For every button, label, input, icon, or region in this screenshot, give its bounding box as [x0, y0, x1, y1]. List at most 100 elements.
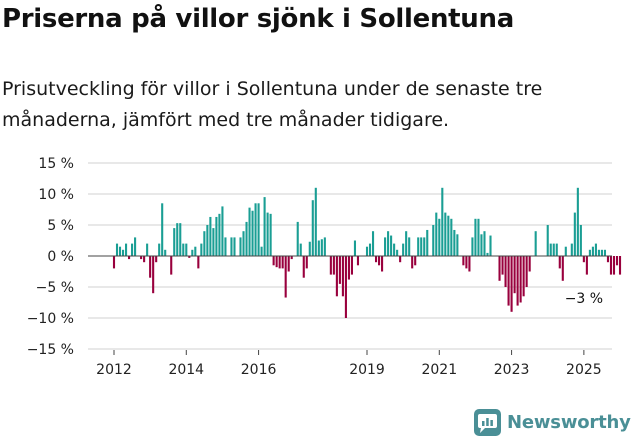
- bar: [332, 256, 335, 275]
- bar: [426, 229, 429, 256]
- bar: [368, 243, 372, 256]
- bar: [338, 256, 341, 284]
- bar: [453, 229, 456, 256]
- bar: [179, 223, 182, 256]
- bar: [131, 243, 134, 256]
- bar: [612, 256, 616, 275]
- bar: [341, 256, 344, 297]
- bar: [161, 203, 164, 256]
- bar: [618, 256, 622, 275]
- bar: [230, 237, 233, 256]
- bar: [344, 256, 347, 318]
- bar: [329, 256, 332, 275]
- y-tick-label: −15 %: [27, 342, 74, 358]
- bar: [516, 256, 519, 306]
- x-tick-label: 2021: [421, 362, 457, 378]
- bar: [374, 256, 378, 263]
- bar: [549, 243, 552, 256]
- bar: [191, 249, 194, 256]
- bar: [194, 246, 197, 256]
- bar: [405, 231, 408, 256]
- bar: [302, 256, 305, 278]
- bar: [477, 218, 480, 256]
- bar: [347, 256, 350, 280]
- bar: [182, 243, 185, 256]
- bar: [281, 256, 284, 269]
- bar: [513, 256, 516, 294]
- bar: [393, 243, 396, 256]
- bar: [465, 256, 468, 269]
- bar: [314, 187, 317, 256]
- bar: [308, 241, 311, 256]
- bar: [188, 256, 191, 258]
- bar: [597, 249, 600, 256]
- bar: [209, 216, 212, 256]
- x-tick-label: 2019: [349, 362, 385, 378]
- bar: [215, 216, 218, 256]
- bar: [435, 212, 438, 256]
- bar: [266, 212, 269, 256]
- bar: [411, 256, 414, 269]
- bar: [396, 249, 399, 256]
- bar: [173, 228, 176, 256]
- bar: [284, 256, 287, 298]
- bar: [546, 225, 549, 256]
- bar: [170, 256, 173, 275]
- bar: [251, 210, 254, 256]
- bar: [212, 228, 215, 256]
- bar: [143, 256, 146, 263]
- y-tick-label: 5 %: [47, 218, 74, 234]
- x-tick-label: 2012: [96, 362, 132, 378]
- bar: [399, 256, 402, 263]
- bar: [558, 256, 561, 269]
- bar: [507, 256, 510, 306]
- bar: [432, 225, 435, 256]
- bar: [203, 231, 206, 256]
- x-tick-label: 2014: [168, 362, 204, 378]
- bar: [462, 256, 465, 266]
- bar: [278, 256, 281, 269]
- x-tick-label: 2023: [494, 362, 530, 378]
- bar: [290, 256, 293, 260]
- bar: [447, 215, 450, 256]
- x-tick-label: 2016: [241, 362, 277, 378]
- bar: [320, 239, 323, 256]
- bar: [350, 256, 353, 275]
- bar: [441, 187, 444, 256]
- bar: [528, 256, 531, 272]
- bar: [417, 237, 420, 256]
- bar: [155, 256, 158, 263]
- bar: [239, 237, 242, 256]
- bar: [489, 235, 492, 256]
- bar: [152, 256, 155, 294]
- bar: [486, 252, 489, 256]
- bar: [414, 256, 417, 266]
- bar: [615, 256, 619, 266]
- bar: [585, 256, 588, 275]
- bar-chart: 15 %10 %5 %0 %−5 %−10 %−15 % 2012 2014 201…: [27, 156, 622, 378]
- bar: [121, 249, 125, 256]
- bar: [275, 256, 278, 268]
- bar: [254, 203, 257, 256]
- bar: [248, 207, 251, 256]
- bar: [365, 246, 369, 256]
- bar: [519, 256, 522, 303]
- chart-title: Priserna på villor sjönk i Sollentuna: [2, 4, 514, 34]
- bar: [579, 225, 582, 256]
- bar: [420, 237, 423, 256]
- newsworthy-brand: Newsworthy: [474, 407, 631, 437]
- bar: [206, 225, 209, 256]
- latest-value-annotation: −3 %: [565, 291, 603, 307]
- bar: [260, 246, 263, 256]
- bar: [573, 212, 576, 256]
- bar: [269, 213, 272, 256]
- bar: [158, 243, 161, 256]
- bar: [591, 246, 594, 256]
- bar: [474, 218, 477, 256]
- bar: [525, 256, 528, 287]
- x-axis: 2012 2014 2016 2019 2021 2023 2025: [96, 350, 602, 378]
- y-tick-label: 0 %: [47, 249, 74, 265]
- bar: [317, 240, 320, 256]
- bar: [603, 249, 607, 256]
- chart-subtitle: Prisutveckling för villor i Sollentuna u…: [2, 78, 543, 131]
